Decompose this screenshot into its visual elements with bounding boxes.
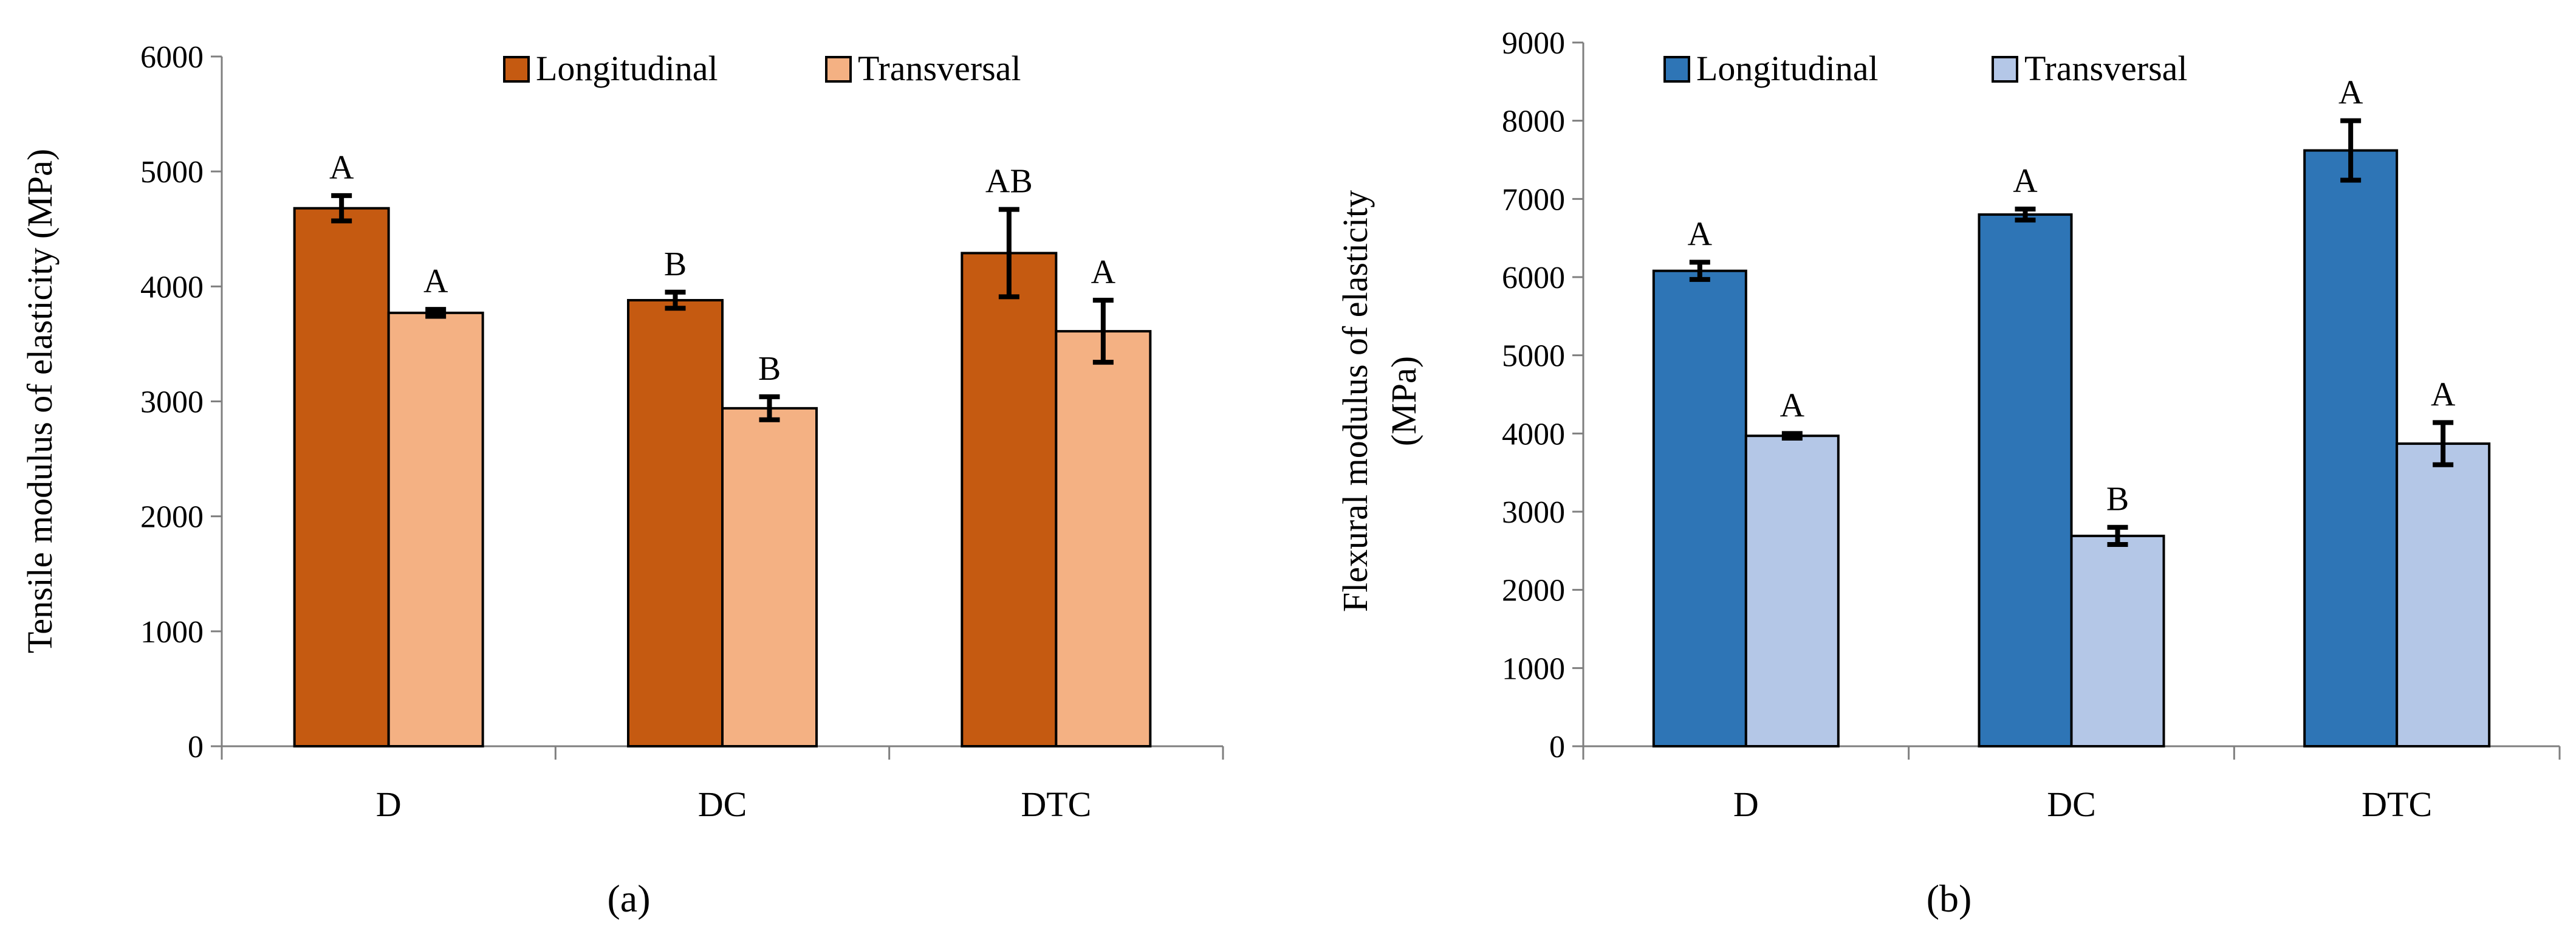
y-tick-label: 3000 [140,385,204,420]
panel-label: (b) [1927,877,1972,920]
significance-label: A [2431,376,2456,413]
category-label: D [1733,785,1759,824]
bar [2396,442,2491,747]
significance-label: A [329,149,354,187]
y-tick-label: 6000 [140,40,204,75]
significance-label: A [1688,216,1713,253]
legend-label: Transversal [858,49,1021,88]
category-label: DC [2047,785,2096,824]
legend-swatch [825,56,852,83]
bar [293,207,390,747]
significance-label: A [1780,386,1805,424]
significance-label: B [2106,481,2129,518]
legend-label: Longitudinal [536,49,718,88]
y-tick-label: 9000 [1502,26,1565,61]
category-label: DTC [2362,785,2432,824]
y-tick-label: 8000 [1502,105,1565,139]
bar [2070,534,2165,747]
y-tick-label: 2000 [140,500,204,535]
bar [721,407,818,747]
category-label: DTC [1021,785,1091,824]
y-tick-label: 3000 [1502,495,1565,530]
y-tick-label: 7000 [1502,182,1565,217]
category-label: DC [698,785,747,824]
y-tick-label: 0 [188,730,204,764]
y-tick-label: 5000 [1502,339,1565,374]
y-axis-title: Flexural modulus of elasticity [1335,190,1375,612]
legend-label: Longitudinal [1696,49,1879,88]
significance-label: AB [985,163,1033,201]
bar [961,252,1058,748]
bar [1978,213,2073,748]
y-tick-label: 0 [1549,730,1565,764]
bar [1744,434,1840,748]
legend-swatch [1992,56,2018,83]
panel-label: (a) [607,877,650,920]
legend-swatch [503,56,530,83]
series-transversal: A B A [1744,376,2491,748]
y-tick-label: 4000 [140,270,204,304]
legend-label: Transversal [2024,49,2188,88]
y-tick-label: 6000 [1502,261,1565,295]
series-longitudinal: A A A [1652,74,2399,748]
y-axis-title: (MPa) [1384,356,1423,446]
bar [2303,149,2399,747]
significance-label: B [758,350,781,388]
legend-swatch [1663,56,1690,83]
bar [1055,330,1152,747]
series-transversal: A B A [387,253,1152,747]
y-axis-title: Tensile modulus of elasticity (MPa) [20,149,60,653]
chart-flexural-modulus: 0 1000 2000 3000 4000 5000 6000 7000 8000 9000 D DC… [1335,26,2561,920]
significance-label: A [1091,253,1116,291]
y-tick-label: 5000 [140,155,204,190]
category-label: D [376,785,402,824]
significance-label: B [664,246,687,283]
bar [387,311,484,747]
significance-label: A [2013,162,2038,200]
y-tick-label: 2000 [1502,574,1565,608]
significance-label: A [2338,74,2363,112]
y-tick-label: 1000 [1502,651,1565,686]
bar [1652,269,1747,747]
significance-label: A [423,263,448,300]
y-tick-label: 1000 [140,615,204,650]
bar [627,299,724,747]
y-tick-label: 4000 [1502,417,1565,452]
